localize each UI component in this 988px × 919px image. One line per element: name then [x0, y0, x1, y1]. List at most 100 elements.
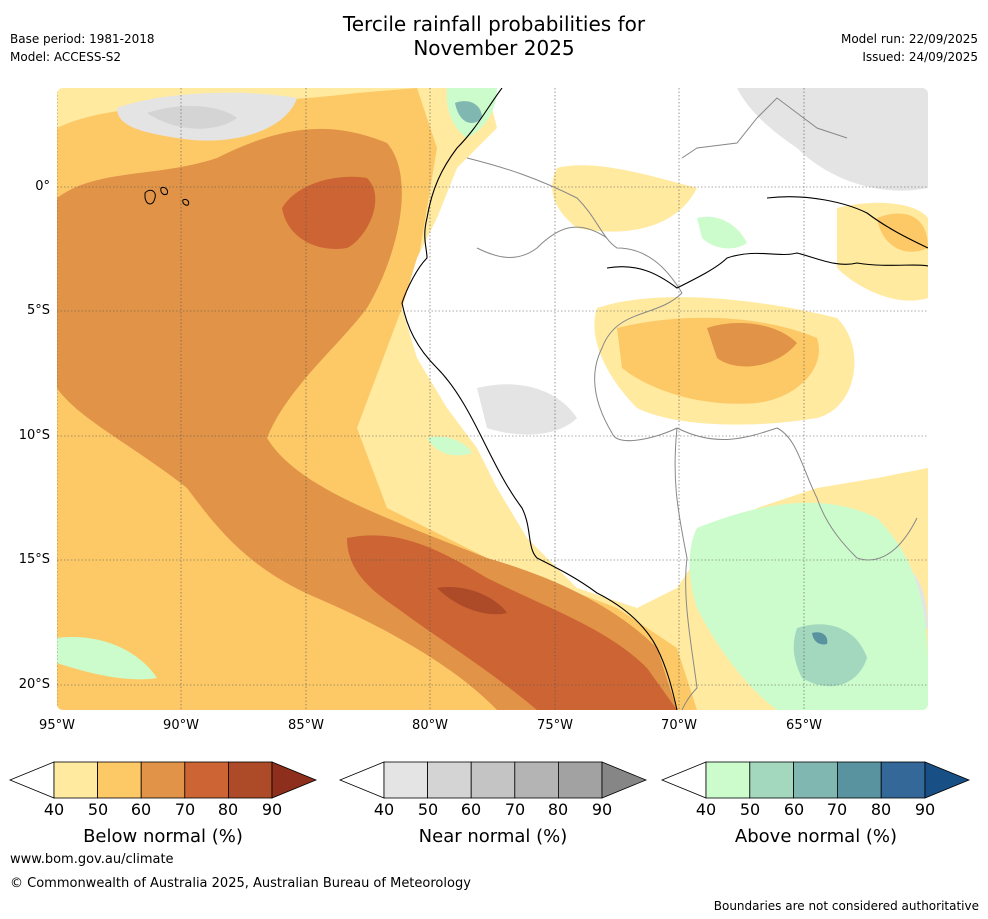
country-borders	[466, 97, 918, 710]
border-colombia	[476, 226, 608, 258]
below-80-south	[437, 587, 507, 615]
border-bolivia-brazil	[676, 427, 858, 559]
above-swatch-70	[837, 761, 882, 799]
below-swatch-60	[140, 761, 186, 799]
near-tick-80: 80	[547, 800, 569, 819]
near-tick-40: 40	[373, 800, 395, 819]
above-tick-40: 40	[695, 800, 717, 819]
below-swatch-80	[227, 761, 273, 799]
near-swatch-80	[558, 761, 603, 799]
border-bolivia-paraguay	[856, 517, 918, 561]
near-tick-50: 50	[417, 800, 439, 819]
above-extend-high	[924, 761, 971, 799]
lon-label-95w: 95°W	[39, 718, 75, 733]
below-extend-low	[8, 761, 55, 799]
above-extend-low	[660, 761, 707, 799]
near-swatch-40	[383, 761, 428, 799]
coastline-west	[401, 88, 678, 710]
land-above-50	[793, 624, 867, 687]
colorbar-above	[660, 761, 971, 799]
border-peru-brazil	[594, 292, 683, 442]
lon-label-65w: 65°W	[786, 718, 822, 733]
near-swatch-60	[470, 761, 516, 799]
border-ecuador-peru	[466, 157, 683, 294]
near-50-ocean-north	[147, 106, 237, 129]
ocean-above-40-sw	[57, 637, 157, 680]
land-above-40-north	[697, 216, 747, 249]
above-tick-60: 60	[783, 800, 805, 819]
below-legend-title: Below normal (%)	[83, 826, 243, 847]
lat-label-10s: 10°S	[18, 428, 50, 443]
amazon-river	[606, 252, 928, 289]
below-swatch-70	[184, 761, 229, 799]
below-70-south	[347, 535, 677, 710]
below-70-equator	[282, 176, 376, 249]
footer-disclaimer: Boundaries are not considered authoritat…	[713, 899, 979, 913]
near-swatch-70	[514, 761, 559, 799]
header-meta-right: Model run: 22/09/2025 Issued: 24/09/2025	[841, 30, 978, 66]
lat-label-5s: 5°S	[26, 303, 50, 318]
near-tick-90: 90	[591, 800, 613, 819]
ocean-above-60-north	[455, 101, 482, 123]
base-period-text: Base period: 1981-2018	[10, 32, 155, 46]
land-below-60	[707, 323, 797, 367]
footer-url: www.bom.gov.au/climate	[10, 852, 174, 867]
above-swatch-40	[705, 761, 751, 799]
below-tick-80: 80	[217, 800, 239, 819]
near-extend-high	[601, 761, 648, 799]
land-above-70	[812, 632, 828, 645]
map-title: Tercile rainfall probabilities for Novem…	[0, 12, 988, 60]
below-tick-90: 90	[261, 800, 283, 819]
near-legend-title: Near normal (%)	[418, 826, 568, 847]
forecast-map-svg	[57, 88, 928, 710]
land-below-40-north	[552, 165, 697, 232]
below-extend-high	[271, 761, 318, 799]
colorbar-below	[8, 761, 318, 799]
coastline	[401, 88, 928, 710]
below-tick-50: 50	[87, 800, 109, 819]
island-isabela	[144, 189, 156, 205]
lon-label-70w: 70°W	[661, 718, 697, 733]
ocean-above-40-mid	[427, 436, 472, 456]
land-above-40	[689, 502, 928, 710]
title-line-2: November 2025	[413, 36, 575, 60]
near-extend-low	[338, 761, 385, 799]
colorbar-row	[8, 761, 971, 799]
above-legend-title: Above normal (%)	[734, 826, 898, 847]
land-near-40	[737, 88, 928, 191]
border-colombia-venezuela	[681, 97, 848, 159]
above-tick-80: 80	[870, 800, 892, 819]
below-50-patch	[57, 468, 187, 608]
lon-label-80w: 80°W	[412, 718, 448, 733]
below-swatch-50	[97, 761, 142, 799]
lat-label-20s: 20°S	[18, 677, 50, 692]
above-tick-70: 70	[826, 800, 848, 819]
issued-text: Issued: 24/09/2025	[862, 50, 978, 64]
island-san-cristobal	[182, 199, 190, 206]
lat-label-0: 0°	[35, 179, 50, 194]
graticule	[57, 88, 928, 710]
lat-label-15s: 15°S	[18, 552, 50, 567]
below-tick-40: 40	[43, 800, 65, 819]
above-tick-50: 50	[739, 800, 761, 819]
island-santa-cruz	[160, 187, 168, 195]
colorbar-near	[338, 761, 648, 799]
header-meta-left: Base period: 1981-2018 Model: ACCESS-S2	[10, 30, 155, 66]
lon-label-90w: 90°W	[163, 718, 199, 733]
above-tick-90: 90	[914, 800, 936, 819]
border-peru-bolivia-chile	[674, 427, 698, 710]
above-swatch-60	[793, 761, 838, 799]
below-tick-60: 60	[130, 800, 152, 819]
model-text: Model: ACCESS-S2	[10, 50, 122, 64]
forecast-map	[57, 88, 928, 710]
lon-label-85w: 85°W	[288, 718, 324, 733]
river-north	[766, 196, 928, 249]
model-run-text: Model run: 22/09/2025	[840, 32, 978, 46]
below-tick-70: 70	[174, 800, 196, 819]
lon-label-75w: 75°W	[537, 718, 573, 733]
near-swatch-50	[427, 761, 472, 799]
below-60-ocean	[57, 128, 677, 710]
title-line-1: Tercile rainfall probabilities for	[342, 12, 646, 36]
near-tick-70: 70	[504, 800, 526, 819]
near-tick-60: 60	[460, 800, 482, 819]
